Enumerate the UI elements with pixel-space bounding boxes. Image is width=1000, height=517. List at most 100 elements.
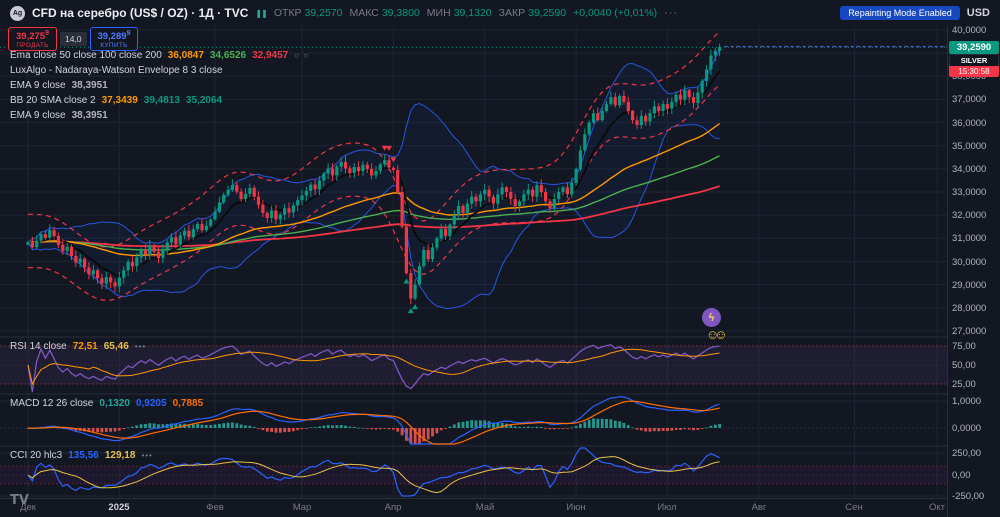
chart-canvas[interactable]	[0, 26, 947, 498]
time-axis-label[interactable]: Май	[475, 502, 495, 513]
ohlc-value: 39,2570	[304, 7, 343, 19]
time-axis-label[interactable]: Авг	[751, 502, 767, 513]
symbol-header: Ag CFD на серебро (US$ / OZ) · 1Д · TVC …	[0, 0, 1000, 26]
indicator-value: 38,3951	[71, 80, 108, 91]
price-axis-label: 30,0000	[952, 257, 987, 268]
indicator-legend-row[interactable]: LuxAlgo - Nadaraya-Watson Envelope 8 3 c…	[10, 63, 309, 78]
ohlc-value: 39,2590	[528, 7, 567, 19]
price-axis-label: 32,0000	[952, 210, 987, 221]
indicator-name: MACD 12 26 close	[10, 398, 94, 409]
indicator-legend-row[interactable]: EMA 9 close 38,3951	[10, 78, 309, 93]
price-axis-label: 75,00	[952, 341, 976, 352]
price-axis-label: 250,00	[952, 448, 982, 459]
boost-icon[interactable]: ϟ	[702, 308, 721, 327]
price-axis-label: 0,00	[952, 470, 971, 481]
header-more-button[interactable]: ···	[664, 7, 679, 19]
indicator-legend-row[interactable]: RSI 14 close 72,51 65,46 •••	[10, 339, 146, 354]
time-axis-label[interactable]: Дек	[20, 502, 36, 513]
spread-value: 14,0	[59, 32, 87, 47]
indicator-value: 0,9205	[135, 398, 167, 409]
indicator-name: CCI 20 hlc3	[10, 450, 63, 461]
indicator-value: 34,6526	[209, 50, 247, 61]
mini-chart-icon: ❚❚	[255, 8, 267, 18]
price-scale[interactable]: 39,2590 SILVER 15:30:58 40,000039,000038…	[947, 25, 1000, 517]
trade-panel: 39,2759 ПРОДАТЬ 14,0 39,2899 КУПИТЬ	[8, 27, 139, 52]
price-change: +0,0040 (+0,01%)	[573, 7, 658, 19]
price-axis-label: 0,0000	[952, 423, 982, 434]
indicator-legend-row[interactable]: Ema close 50 close 100 close 200 36,0847 3…	[10, 48, 309, 63]
currency-label[interactable]: USD	[966, 7, 990, 19]
indicator-legend-row[interactable]: CCI 20 hlc3 135,56 129,18 •••	[10, 448, 153, 463]
indicator-legend: Ema close 50 close 100 close 200 36,0847 3…	[10, 48, 309, 123]
time-axis-label[interactable]: Окт	[928, 502, 945, 513]
buy-label: КУПИТЬ	[100, 42, 128, 50]
indicator-value: 38,3951	[71, 110, 108, 121]
price-axis-label: -250,00	[952, 491, 985, 502]
indicator-name: EMA 9 close	[10, 110, 66, 121]
price-axis-label: 50,00	[952, 360, 976, 371]
indicator-value: 135,56	[68, 450, 99, 461]
price-axis-label: 1,0000	[952, 396, 982, 407]
indicator-value: 32,9457	[252, 50, 289, 61]
symbol-title[interactable]: CFD на серебро (US$ / OZ) · 1Д · TVC	[32, 6, 249, 20]
indicator-actions-icon[interactable]: ○ ○	[294, 51, 310, 60]
indicator-value: 0,1320	[99, 398, 130, 409]
indicator-value: 37,3439	[101, 95, 138, 106]
time-axis-label[interactable]: Сен	[845, 502, 863, 513]
indicator-value: 129,18	[104, 450, 136, 461]
ohlc-label: ЗАКР	[498, 7, 526, 19]
rsi-pane-legend: RSI 14 close 72,51 65,46 •••	[10, 339, 146, 354]
countdown-symbol: SILVER	[949, 54, 999, 66]
buy-price: 39,2899	[97, 30, 131, 43]
ohlc-label: МАКС	[349, 7, 379, 19]
ohlc-value: 39,3800	[381, 7, 420, 19]
price-axis-label: 40,0000	[952, 25, 987, 36]
time-axis-label[interactable]: Июл	[657, 502, 677, 513]
price-axis-label: 28,0000	[952, 303, 987, 314]
indicator-value: 35,2064	[185, 95, 223, 106]
indicator-name: RSI 14 close	[10, 341, 67, 352]
indicator-name: EMA 9 close	[10, 80, 66, 91]
price-axis-label: 34,0000	[952, 164, 987, 175]
tradingview-logo[interactable]: TV	[10, 493, 29, 508]
price-axis-label: 35,0000	[952, 141, 987, 152]
indicator-value: 72,51	[72, 341, 98, 352]
indicator-value: 65,46	[103, 341, 129, 352]
ohlc-label: ОТКР	[273, 7, 302, 19]
countdown-badge[interactable]: SILVER 15:30:58	[949, 54, 999, 77]
time-axis-label[interactable]: 2025	[108, 502, 130, 513]
cci-pane-legend: CCI 20 hlc3 135,56 129,18 •••	[10, 448, 153, 463]
sell-button[interactable]: 39,2759 ПРОДАТЬ	[8, 27, 57, 52]
indicator-value: 39,4813	[143, 95, 180, 106]
ohlc-value: 39,1320	[453, 7, 492, 19]
time-axis-label[interactable]: Мар	[292, 502, 312, 513]
indicator-actions-icon[interactable]: •••	[141, 451, 153, 460]
price-axis-label: 33,0000	[952, 187, 987, 198]
sell-price: 39,2759	[16, 30, 49, 43]
indicator-name: LuxAlgo - Nadaraya-Watson Envelope 8 3 c…	[10, 65, 223, 76]
macd-pane-legend: MACD 12 26 close 0,1320 0,9205 0,7885	[10, 396, 203, 411]
symbol-logo-icon[interactable]: Ag	[10, 5, 25, 21]
buy-button[interactable]: 39,2899 КУПИТЬ	[89, 27, 139, 52]
indicator-actions-icon[interactable]: •••	[134, 342, 147, 351]
last-price-badge: 39,2590	[949, 41, 999, 54]
indicator-name: BB 20 SMA close 2	[10, 95, 96, 106]
indicator-value: 0,7885	[172, 398, 204, 409]
chart-area[interactable]: Ema close 50 close 100 close 200 36,0847 3…	[0, 26, 947, 498]
countdown-timer: 15:30:58	[949, 66, 999, 77]
repainting-mode-badge[interactable]: Repainting Mode Enabled	[840, 6, 960, 20]
ohlc-values: ОТКР 39,2570 МАКС 39,3800 МИН 39,1320 ЗАКР 39,2…	[274, 7, 566, 19]
time-axis[interactable]: Дек 2025 Фев Мар Апр Май Июн Июл Авг Сен Окт	[0, 498, 947, 517]
indicator-legend-row[interactable]: BB 20 SMA close 2 37,3439 39,4813 35,2064	[10, 93, 309, 108]
time-axis-label[interactable]: Апр	[384, 502, 402, 513]
price-axis-label: 37,0000	[952, 94, 987, 105]
indicator-legend-row[interactable]: MACD 12 26 close 0,1320 0,9205 0,7885	[10, 396, 203, 411]
price-axis-label: 36,0000	[952, 118, 987, 129]
indicator-legend-row[interactable]: EMA 9 close 38,3951	[10, 108, 309, 123]
time-axis-label[interactable]: Июн	[566, 502, 586, 513]
time-axis-label[interactable]: Фев	[206, 502, 224, 513]
sell-label: ПРОДАТЬ	[16, 42, 49, 50]
reactions-icon[interactable]: ☺☺	[706, 327, 727, 342]
price-axis-label: 29,0000	[952, 280, 987, 291]
